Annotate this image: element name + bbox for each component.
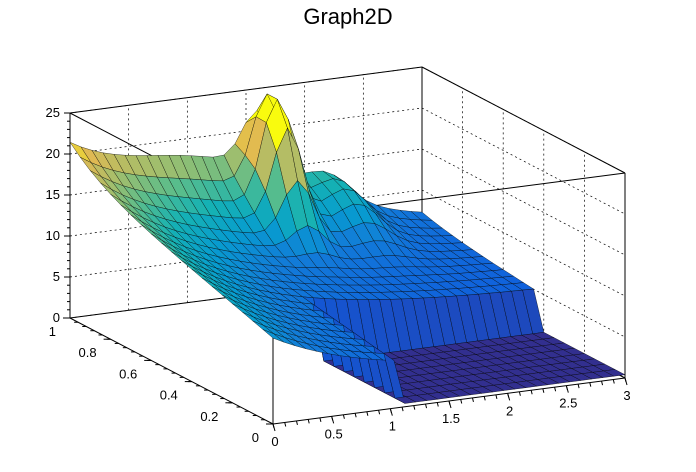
y-tick-label: 1: [49, 324, 56, 339]
y-tick-label: 0.8: [79, 345, 97, 360]
x-minor-tick: [624, 377, 627, 383]
x-minor-tick: [542, 388, 545, 393]
x-minor-tick: [272, 423, 275, 429]
x-minor-tick: [483, 396, 486, 401]
x-minor-tick: [354, 413, 357, 418]
x-minor-tick: [401, 407, 404, 412]
surface-patch: [603, 369, 626, 377]
x-tick-label: 2.5: [559, 396, 577, 411]
z-tick-label: 5: [53, 269, 60, 284]
grid-line: [421, 230, 626, 338]
x-minor-tick: [366, 411, 369, 416]
y-tick-label: 0.2: [200, 409, 218, 424]
grid-line: [421, 189, 626, 297]
x-minor-tick: [460, 399, 463, 404]
x-minor-tick: [389, 408, 392, 413]
grid-line: [421, 107, 626, 215]
x-tick-label: 1.5: [442, 411, 460, 426]
y-tick-label: 0.6: [119, 366, 137, 381]
box-edge: [69, 317, 274, 425]
x-minor-tick: [413, 405, 416, 410]
x-minor-tick: [518, 391, 521, 396]
y-tick-label: 0: [252, 430, 259, 445]
x-minor-tick: [507, 393, 510, 398]
x-minor-tick: [342, 414, 345, 419]
x-tick-label: 0.5: [325, 426, 343, 441]
x-tick-label: 0: [271, 434, 278, 449]
x-minor-tick: [495, 394, 498, 399]
z-tick-label: 25: [46, 105, 60, 120]
x-minor-tick: [436, 402, 439, 407]
box-edge: [421, 66, 626, 174]
x-tick-label: 2: [506, 403, 513, 418]
chart-title: Graph2D: [303, 4, 393, 29]
x-tick-label: 1: [389, 419, 396, 434]
z-tick-label: 20: [46, 146, 60, 161]
grid-line: [69, 148, 423, 196]
x-minor-tick: [471, 397, 474, 403]
x-minor-tick: [378, 410, 381, 415]
x-minor-tick: [530, 390, 533, 395]
grid-line: [421, 148, 626, 256]
z-tick-label: 0: [53, 310, 60, 325]
x-minor-tick: [319, 417, 322, 422]
z-tick-label: 10: [46, 228, 60, 243]
x-minor-tick: [425, 403, 428, 409]
z-tick-label: 15: [46, 187, 60, 202]
x-minor-tick: [331, 416, 334, 421]
grid-line: [69, 107, 423, 155]
x-minor-tick: [295, 420, 298, 426]
x-minor-tick: [307, 419, 310, 424]
y-tick-label: 0.4: [160, 388, 178, 403]
x-minor-tick: [554, 387, 557, 392]
x-minor-tick: [565, 385, 568, 390]
x-minor-tick: [612, 379, 615, 384]
x-tick-label: 3: [623, 388, 630, 403]
x-minor-tick: [601, 380, 604, 386]
x-minor-tick: [284, 422, 287, 427]
grid-line: [421, 66, 626, 174]
x-minor-tick: [577, 384, 580, 389]
x-minor-tick: [589, 382, 592, 387]
x-minor-tick: [448, 400, 451, 406]
grid-line: [69, 66, 423, 114]
